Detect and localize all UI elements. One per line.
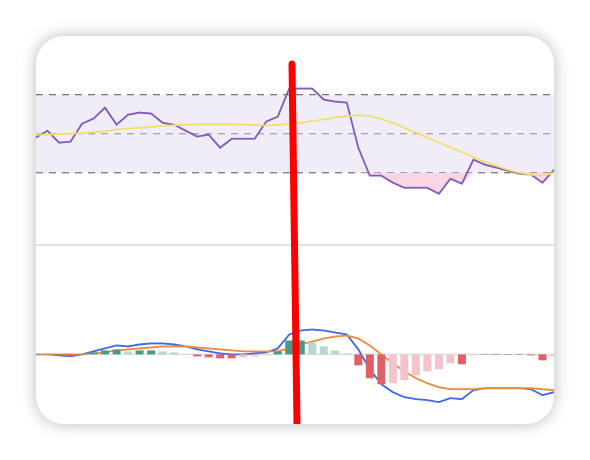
- histogram-bar: [89, 352, 98, 355]
- histogram-bar: [400, 354, 409, 381]
- histogram-bar: [250, 354, 259, 357]
- histogram-bar: [193, 354, 202, 357]
- histogram-bar: [342, 353, 351, 355]
- annotation-stroke: [288, 60, 301, 424]
- histogram-bar: [480, 354, 489, 355]
- histogram-bar: [354, 354, 363, 366]
- histogram-bar: [273, 351, 282, 355]
- histogram-bar: [538, 354, 547, 361]
- histogram-bar: [216, 354, 225, 359]
- histogram-bar: [147, 350, 156, 355]
- histogram-bar: [434, 354, 443, 370]
- histogram-bar: [112, 349, 121, 355]
- histogram-bar: [503, 354, 512, 355]
- histogram-bar: [55, 354, 64, 356]
- histogram-bar: [227, 354, 236, 359]
- histogram-bar: [124, 351, 133, 355]
- plot-area: [36, 60, 554, 424]
- histogram-bar: [239, 354, 248, 358]
- histogram-bar: [423, 354, 432, 372]
- histogram-bar: [446, 354, 455, 364]
- histogram-bar: [262, 354, 271, 356]
- histogram-bar: [285, 340, 294, 355]
- histogram-bar: [377, 354, 386, 385]
- histogram-bar: [101, 350, 110, 355]
- histogram-bar: [308, 342, 317, 355]
- histogram-bar: [526, 354, 535, 356]
- histogram-bar: [457, 354, 466, 365]
- histogram-bar: [331, 350, 340, 355]
- histogram-bar: [469, 354, 478, 356]
- histogram-bar: [66, 354, 75, 357]
- histogram-bar: [388, 354, 397, 384]
- histogram-bar: [170, 352, 179, 355]
- histogram-bar: [492, 354, 501, 355]
- histogram-bar: [296, 340, 305, 355]
- histogram-bar: [78, 354, 87, 355]
- histogram-bar: [411, 354, 420, 376]
- histogram-bar: [158, 351, 167, 355]
- histogram-bar: [515, 354, 524, 355]
- histogram-bar: [181, 354, 190, 355]
- histogram-bar: [204, 354, 213, 358]
- oversold-fill: [36, 172, 554, 194]
- histogram-bar: [365, 354, 374, 379]
- histogram-bar: [36, 354, 40, 355]
- histogram-bar: [43, 354, 52, 355]
- histogram-bar: [319, 346, 328, 355]
- histogram-bar: [135, 350, 144, 355]
- histogram-bar: [550, 354, 554, 357]
